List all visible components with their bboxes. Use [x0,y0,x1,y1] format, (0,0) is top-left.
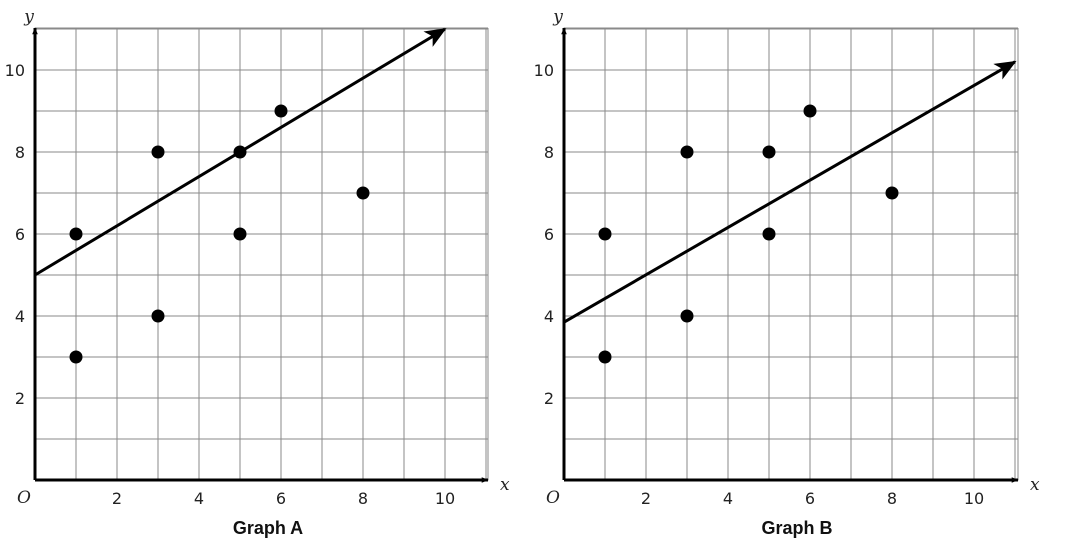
data-point [762,227,776,241]
x-tick-label: 6 [805,489,815,508]
y-tick-label: 6 [15,225,25,244]
y-tick-label: 10 [534,61,554,80]
graph-caption: Graph A [233,518,303,538]
origin-label: O [546,488,560,508]
data-point [69,227,83,241]
x-tick-label: 8 [887,489,897,508]
y-tick-label: 2 [15,389,25,408]
y-tick-label: 8 [544,143,554,162]
y-axis-label: y [23,7,34,27]
x-tick-label: 4 [723,489,733,508]
x-axis-label: x [1030,475,1040,495]
data-point [69,350,83,364]
y-tick-label: 8 [15,143,25,162]
grid [35,27,489,480]
y-axis-label: y [552,7,563,27]
trend-line [563,60,1017,324]
x-tick-label: 2 [112,489,122,508]
y-tick-label: 4 [15,307,25,326]
data-point [356,186,370,200]
x-tick-label: 2 [641,489,651,508]
y-tick-label: 6 [544,225,554,244]
x-tick-label: 10 [435,489,455,508]
x-axis-label: x [500,475,510,495]
data-point [151,145,165,159]
data-point [151,309,165,323]
data-point [274,104,288,118]
data-point [680,145,694,159]
graph-caption: Graph B [761,518,832,538]
chart-panel-a: 2 4 6 8 10 2 4 6 8 10 Ox y Graph A [5,7,510,538]
data-point [680,309,694,323]
data-point [598,227,612,241]
origin-label: O [17,488,31,508]
data-point [762,145,776,159]
data-point [885,186,899,200]
grid [564,27,1019,480]
y-tick-label: 4 [544,307,554,326]
data-point [598,350,612,364]
data-point [233,145,247,159]
data-point [803,104,817,118]
x-tick-label: 8 [358,489,368,508]
x-tick-label: 6 [276,489,286,508]
y-tick-label: 2 [544,389,554,408]
y-tick-label: 10 [5,61,25,80]
data-point [233,227,247,241]
x-tick-label: 10 [964,489,984,508]
x-tick-label: 4 [194,489,204,508]
chart-panel-b: 2 4 6 8 10 2 4 6 8 10 Ox y Graph B [534,7,1040,538]
